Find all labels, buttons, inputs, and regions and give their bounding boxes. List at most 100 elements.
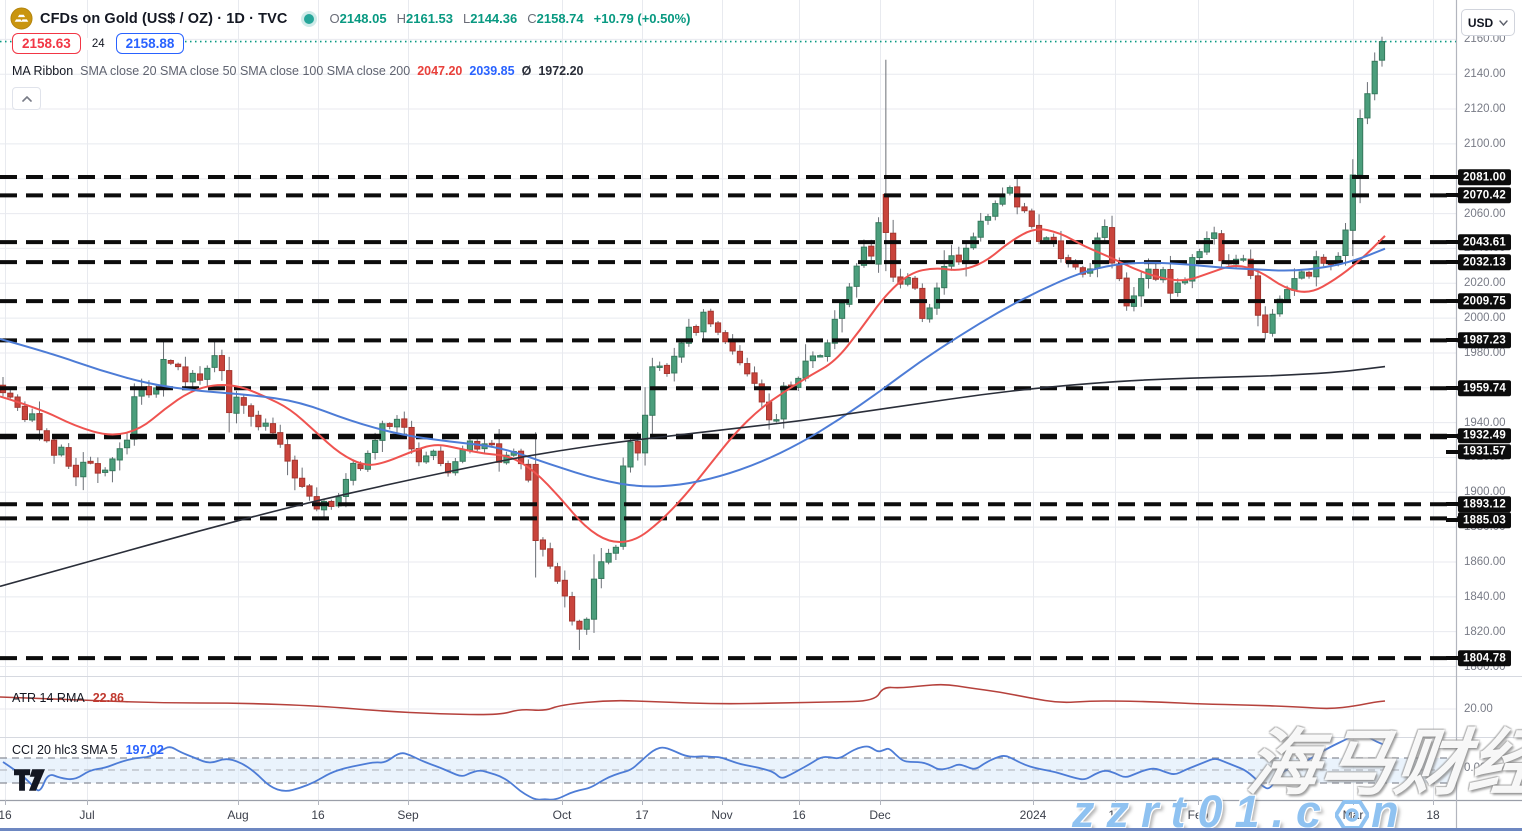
price-axis-label: 1900.00	[1464, 486, 1506, 499]
time-axis-tick	[799, 800, 800, 805]
time-axis-label: Nov	[711, 808, 733, 822]
time-axis-tick	[1353, 800, 1354, 805]
price-axis-label: 2020.00	[1464, 277, 1506, 290]
time-axis-tick	[880, 800, 881, 805]
price-axis-label: 1980.00	[1464, 346, 1506, 359]
price-level-badge[interactable]: 2070.42	[1458, 187, 1511, 204]
atr-name: ATR 14 RMA	[12, 691, 85, 705]
price-level-badge[interactable]: 1987.23	[1458, 332, 1511, 349]
close-value: 2158.74	[536, 11, 584, 26]
level-badge-tick	[1446, 175, 1460, 179]
time-axis-label: Aug	[227, 808, 249, 822]
time-axis-label: Oct	[552, 808, 572, 822]
level-badge-tick	[1446, 299, 1460, 304]
price-axis-label: 2000.00	[1464, 312, 1506, 325]
price-level-badge[interactable]: 1932.49	[1458, 427, 1511, 444]
atr-axis-label: 20.00	[1464, 703, 1493, 715]
time-axis[interactable]: 16 Jul Aug 16 Sep Oct 17 Nov 16 Dec 2024 16 Feb Mar 18	[0, 800, 1522, 831]
spread-value: 24	[80, 37, 116, 50]
ma-ribbon-name: MA Ribbon	[12, 64, 74, 78]
time-axis-tick	[408, 800, 409, 805]
level-badge-tick	[1446, 260, 1460, 265]
price-level-badge[interactable]: 1804.78	[1458, 650, 1511, 666]
time-axis-label: 17	[635, 808, 649, 822]
level-badge-tick	[1446, 656, 1460, 661]
ma-ribbon-params: SMA close 20 SMA close 50 SMA close 100 …	[80, 64, 411, 78]
price-axis-label: 2140.00	[1464, 68, 1506, 81]
change-value: +10.79 (+0.50%)	[593, 11, 691, 26]
price-level-badge[interactable]: 1885.03	[1458, 512, 1511, 529]
symbol-title[interactable]: CFDs on Gold (US$ / OZ) · 1D · TVC	[40, 10, 288, 27]
price-axis-label: 1820.00	[1464, 625, 1506, 638]
price-axis-label: 2120.00	[1464, 103, 1506, 116]
low-label: L	[463, 11, 471, 26]
time-axis-tick	[238, 800, 239, 805]
price-level-badge[interactable]: 1959.74	[1458, 380, 1511, 396]
price-axis-label: 2060.00	[1464, 207, 1506, 220]
chevron-down-icon	[1499, 19, 1508, 26]
quote-row: 2158.63 24 2158.88	[12, 33, 185, 54]
cci-legend[interactable]: CCI 20 hlc3 SMA 5 197.02	[12, 743, 164, 757]
price-level-badge[interactable]: 1931.57	[1458, 443, 1511, 460]
time-axis-label: 16	[311, 808, 325, 822]
time-axis-tick	[562, 800, 563, 805]
price-level-badge[interactable]: 2043.61	[1458, 234, 1511, 250]
bottom-edge-strip	[0, 828, 1522, 831]
time-axis-tick	[642, 800, 643, 805]
cci-axis-label: 0.00	[1464, 762, 1487, 774]
price-axis-label: 2100.00	[1464, 137, 1506, 150]
close-label: C	[527, 11, 537, 26]
atr-value: 22.86	[92, 691, 124, 705]
symbol-header: CFDs on Gold (US$ / OZ) · 1D · TVC O2148…	[10, 7, 690, 30]
cci-name: CCI 20 hlc3 SMA 5	[12, 743, 118, 757]
atr-legend[interactable]: ATR 14 RMA 22.86	[12, 691, 124, 705]
market-status-dot[interactable]	[304, 13, 315, 24]
time-axis-label: 16	[1108, 808, 1122, 822]
price-axis-label: 1840.00	[1464, 590, 1506, 603]
time-axis-tick	[1115, 800, 1116, 805]
time-axis-label: Mar	[1342, 808, 1364, 822]
time-axis-tick	[1033, 800, 1034, 805]
high-value: 2161.53	[406, 11, 453, 26]
ohlc-values: O2148.05 H2161.53 L2144.36 C2158.74 +10.…	[329, 11, 690, 26]
currency-dropdown[interactable]: USD	[1461, 9, 1515, 36]
sma20-value: 2047.20	[417, 64, 463, 78]
sell-bid-button[interactable]: 2158.63	[12, 33, 81, 54]
sma50-value: 2039.85	[469, 64, 515, 78]
low-value: 2144.36	[470, 11, 518, 26]
price-axis-label: 1860.00	[1464, 555, 1506, 568]
buy-ask-button[interactable]: 2158.88	[115, 33, 185, 54]
time-axis-label: 18	[1426, 808, 1440, 822]
price-level-badge[interactable]: 2009.75	[1458, 293, 1511, 309]
level-badge-tick	[1446, 338, 1460, 343]
price-axis-label: 2160.00	[1464, 33, 1506, 46]
open-value: 2148.05	[339, 11, 387, 26]
level-badge-tick	[1446, 449, 1460, 454]
gold-symbol-icon[interactable]	[10, 7, 33, 30]
price-level-badge[interactable]: 2081.00	[1458, 169, 1511, 185]
high-label: H	[396, 11, 406, 26]
price-axis[interactable]: USD 1800.001820.001840.001860.001880.001…	[1446, 0, 1522, 831]
time-axis-label: 16	[0, 808, 12, 822]
level-badge-tick	[1446, 240, 1460, 245]
price-level-badge[interactable]: 2032.13	[1458, 254, 1511, 270]
time-axis-tick	[318, 800, 319, 805]
time-axis-tick	[722, 800, 723, 805]
ma-ribbon-legend[interactable]: MA Ribbon SMA close 20 SMA close 50 SMA …	[12, 64, 584, 78]
sma200-value: 1972.20	[538, 64, 584, 78]
collapse-legend-button[interactable]	[12, 87, 41, 110]
time-axis-label: Jul	[79, 808, 95, 822]
price-level-badge[interactable]: 1893.12	[1458, 496, 1511, 513]
time-axis-tick	[87, 800, 88, 805]
time-axis-tick	[5, 800, 6, 805]
level-badge-tick	[1446, 386, 1460, 391]
tradingview-logo[interactable]	[14, 769, 45, 796]
chevron-up-icon	[21, 95, 32, 102]
level-badge-tick	[1446, 518, 1460, 523]
time-axis-tick	[1198, 800, 1199, 805]
currency-value: USD	[1467, 15, 1494, 30]
cci-value: 197.02	[125, 743, 164, 757]
level-badge-tick	[1446, 502, 1460, 507]
